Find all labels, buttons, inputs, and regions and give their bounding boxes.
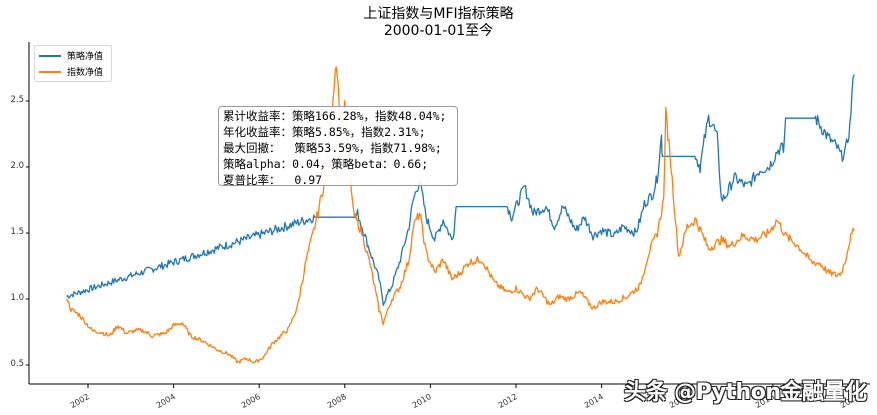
legend: 策略净值 指数净值	[34, 45, 112, 82]
stat-cumulative-return: 累计收益率：策略166.28%，指数48.04%;	[223, 109, 447, 123]
index-nav-line	[66, 66, 855, 364]
watermark: 头条 @Python金融量化	[624, 380, 867, 405]
series-layer	[66, 66, 855, 364]
chart-subtitle: 2000-01-01至今	[383, 23, 494, 39]
strategy-nav-line	[66, 74, 855, 306]
stat-sharpe-ratio: 夏普比率： 0.97	[223, 173, 323, 187]
legend-item-index: 指数净值	[35, 64, 111, 79]
stat-alpha-beta: 策略alpha：0.04，策略beta：0.66;	[223, 157, 429, 171]
legend-swatch-strategy	[39, 54, 61, 57]
legend-item-strategy: 策略净值	[35, 48, 111, 63]
stat-max-drawdown: 最大回撤： 策略53.59%，指数71.98%;	[223, 141, 442, 155]
y-tick-marks	[26, 100, 29, 366]
legend-swatch-index	[39, 70, 61, 73]
stat-annual-return: 年化收益率：策略5.85%，指数2.31%;	[223, 125, 426, 139]
chart-title: 上证指数与MFI指标策略	[363, 6, 514, 22]
y-tick-label: 1.5	[10, 227, 24, 237]
legend-label-index: 指数净值	[67, 68, 104, 78]
y-tick-label: 1.0	[10, 293, 24, 303]
legend-label-strategy: 策略净值	[67, 52, 104, 62]
x-tick-marks	[87, 384, 859, 388]
y-tick-label: 2.0	[10, 161, 24, 171]
y-tick-label: 0.5	[10, 359, 24, 369]
performance-stats-box: 累计收益率：策略166.28%，指数48.04%; 年化收益率：策略5.85%，指…	[218, 106, 458, 187]
y-tick-label: 2.5	[10, 95, 24, 105]
